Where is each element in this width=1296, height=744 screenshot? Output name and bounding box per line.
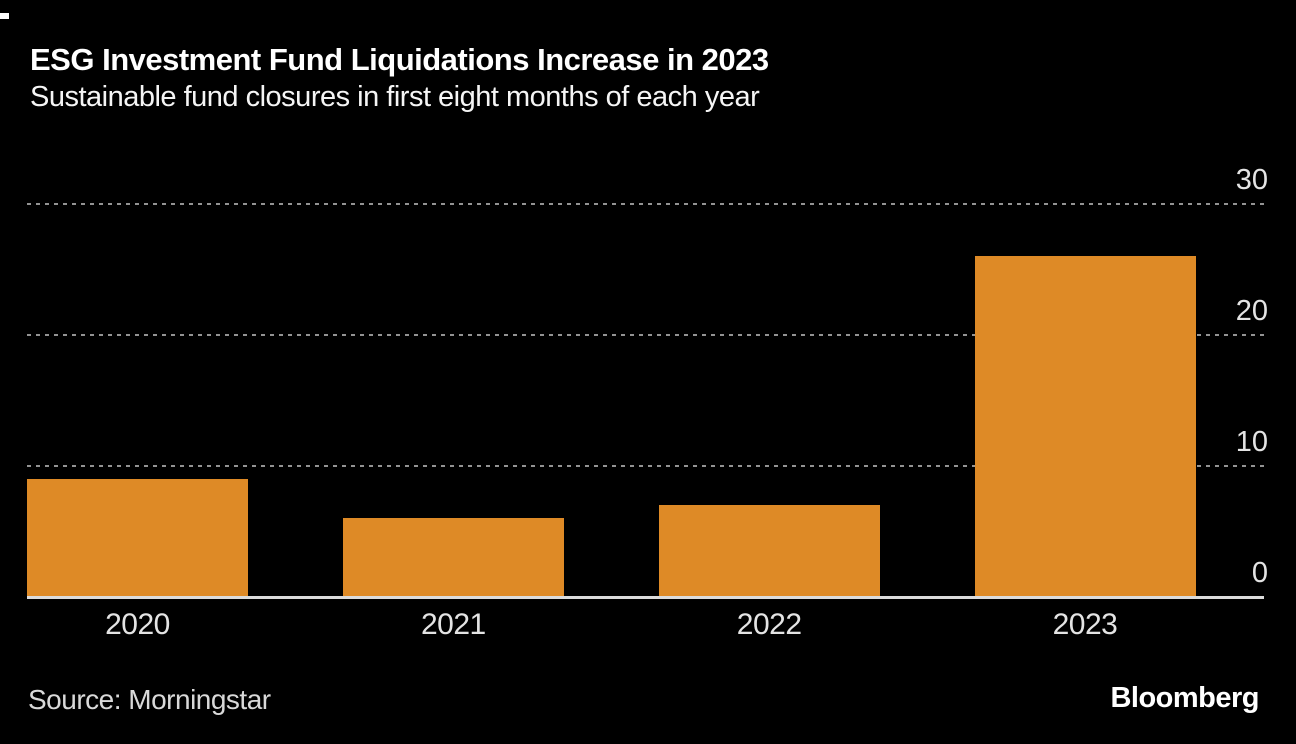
gridline-20 [27, 334, 1264, 336]
y-tick-label-20: 20 [1235, 295, 1268, 327]
chart-title: ESG Investment Fund Liquidations Increas… [30, 42, 769, 77]
gridline-10 [27, 465, 1264, 467]
x-axis-line [27, 596, 1264, 599]
bloomberg-logo: Bloomberg [1110, 682, 1259, 714]
corner-tick-mark [0, 13, 9, 19]
bar-2022 [658, 505, 880, 597]
x-tick-label-2021: 2021 [420, 608, 486, 641]
y-tick-label-0: 0 [1251, 557, 1268, 589]
y-tick-label-30: 30 [1235, 164, 1268, 196]
bar-2021 [342, 518, 564, 597]
x-tick-label-2020: 2020 [105, 608, 170, 641]
bar-2023 [974, 256, 1196, 597]
x-tick-label-2023: 2023 [1052, 608, 1118, 641]
source-note: Source: Morningstar [28, 684, 271, 715]
bar-2020 [27, 479, 248, 597]
y-tick-label-10: 10 [1235, 426, 1268, 458]
x-tick-label-2022: 2022 [736, 608, 802, 641]
chart-subtitle: Sustainable fund closures in first eight… [30, 81, 760, 113]
gridline-30 [27, 203, 1264, 205]
